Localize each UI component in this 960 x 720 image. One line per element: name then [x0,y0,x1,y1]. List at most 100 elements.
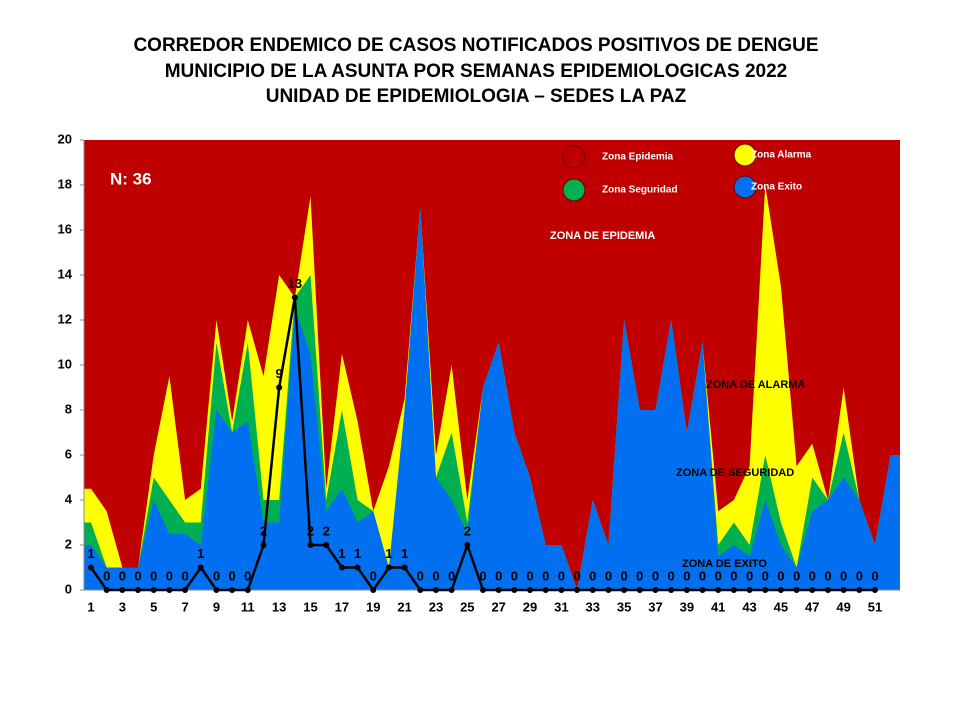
data-label: 0 [511,568,518,583]
data-label: 0 [479,568,486,583]
data-label: 0 [370,568,377,583]
data-label: 2 [464,523,471,538]
y-tick-label: 14 [58,266,73,281]
data-label: 0 [636,568,643,583]
case-point [872,587,878,593]
case-point [370,587,377,593]
case-point [276,384,283,391]
annotation: ZONA DE ALARMA [706,379,805,391]
case-point [417,587,424,593]
case-point [88,564,94,571]
case-point [495,587,502,593]
data-label: 1 [338,546,345,561]
data-label: 2 [323,523,330,538]
data-label: 1 [385,546,392,561]
data-label: 0 [699,568,706,583]
case-point [338,564,345,571]
data-label: 0 [150,568,157,583]
case-point [385,564,392,571]
data-label: 0 [777,568,784,583]
data-label: 9 [276,366,283,381]
case-point [777,587,784,593]
case-point [511,587,518,593]
case-point [621,587,628,593]
data-label: 0 [526,568,533,583]
data-label: 0 [652,568,659,583]
annotation: N: 36 [110,169,152,188]
case-point [166,587,173,593]
case-point [605,587,612,593]
data-label: 0 [746,568,753,583]
case-point [307,542,314,548]
case-point [432,587,439,593]
data-label: 0 [134,568,141,583]
data-label: 0 [824,568,831,583]
data-label: 1 [197,546,204,561]
case-point [636,587,643,593]
case-point [840,587,847,593]
data-label: 0 [495,568,502,583]
annotation: ZONA DE SEGURIDAD [676,467,794,479]
y-tick-label: 6 [65,446,72,461]
data-label: 0 [229,568,236,583]
data-label: 2 [260,523,267,538]
data-label: 0 [793,568,800,583]
data-label: 0 [542,568,549,583]
data-label: 13 [288,276,302,291]
data-label: 0 [417,568,424,583]
zone-area [84,207,900,590]
case-point [715,587,722,593]
y-tick-label: 10 [58,356,72,371]
x-tick-label: 27 [491,599,505,614]
case-point [291,294,298,301]
case-point [135,587,142,593]
data-label: 0 [809,568,816,583]
y-tick-label: 16 [58,221,72,236]
data-label: 0 [119,568,126,583]
x-tick-label: 23 [429,599,443,614]
y-tick-label: 12 [58,311,72,326]
chart-title: UNIDAD DE EPIDEMIOLOGIA – SEDES LA PAZ [266,86,687,107]
case-point [197,564,204,571]
data-label: 0 [668,568,675,583]
x-tick-label: 25 [460,599,474,614]
data-label: 0 [103,568,110,583]
legend-swatch [562,178,586,202]
x-tick-label: 45 [774,599,788,614]
case-point [558,587,565,593]
y-tick-label: 2 [65,536,72,551]
data-label: 0 [181,568,188,583]
x-tick-label: 31 [554,599,568,614]
x-tick-label: 7 [181,599,188,614]
x-tick-label: 17 [335,599,349,614]
case-point [574,587,581,593]
case-point [762,587,769,593]
data-label: 0 [605,568,612,583]
x-tick-label: 29 [523,599,537,614]
legend-label: Zona Seguridad [602,185,678,196]
case-point [652,587,659,593]
case-point [793,587,800,593]
chart-title: MUNICIPIO DE LA ASUNTA POR SEMANAS EPIDE… [165,61,788,82]
case-point [542,587,549,593]
data-label: 0 [573,568,580,583]
data-label: 0 [244,568,251,583]
case-point [260,542,267,548]
case-point [323,542,330,548]
legend-label: Zona Exito [751,182,802,193]
x-tick-label: 51 [868,599,882,614]
data-label: 0 [840,568,847,583]
case-point [229,587,236,593]
x-tick-label: 13 [272,599,286,614]
data-label: 2 [307,523,314,538]
x-tick-label: 21 [397,599,411,614]
data-label: 0 [871,568,878,583]
x-tick-label: 39 [680,599,694,614]
x-tick-label: 41 [711,599,725,614]
case-point [119,587,126,593]
legend-swatch [733,143,757,167]
case-point [354,564,361,571]
case-point [699,587,706,593]
x-tick-label: 37 [648,599,662,614]
